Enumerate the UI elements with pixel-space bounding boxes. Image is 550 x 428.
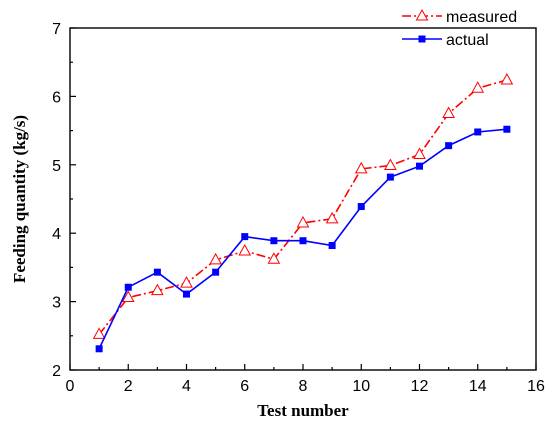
- point-measured: [413, 147, 426, 160]
- point-actual: [474, 128, 482, 136]
- x-tick-label: 4: [182, 378, 191, 395]
- y-tick-label: 3: [52, 295, 61, 312]
- point-measured: [471, 81, 485, 93]
- y-tick-label: 2: [52, 363, 61, 380]
- legend-label-measured: measured: [446, 9, 517, 26]
- point-actual: [124, 283, 132, 291]
- point-measured: [296, 215, 310, 228]
- point-measured: [121, 290, 135, 302]
- series-actual: [95, 125, 511, 353]
- point-actual: [95, 345, 103, 353]
- point-measured: [238, 243, 252, 256]
- legend-marker-measured: [415, 8, 429, 21]
- series-measured: [92, 72, 514, 339]
- point-actual: [270, 237, 278, 245]
- y-axis-ticks: 2 3 4 5 6 7: [52, 21, 76, 380]
- point-actual: [445, 142, 453, 150]
- point-actual: [299, 237, 307, 245]
- x-axis-title: Test number: [257, 401, 349, 420]
- point-measured: [151, 283, 164, 296]
- point-actual: [503, 125, 511, 133]
- point-measured: [442, 106, 455, 118]
- legend-item-actual: actual: [402, 32, 489, 49]
- point-actual: [183, 290, 190, 298]
- y-tick-label: 4: [52, 226, 61, 243]
- point-measured: [500, 72, 514, 85]
- point-actual: [153, 268, 161, 276]
- legend-marker-actual: [418, 35, 426, 43]
- legend-label-actual: actual: [446, 32, 489, 49]
- x-tick-label: 2: [124, 378, 133, 395]
- x-tick-label: 12: [411, 378, 429, 395]
- x-axis-ticks: 0 2 4 6 8 10 12 14 16: [66, 364, 545, 395]
- y-tick-label: 6: [52, 89, 61, 106]
- y-tick-label: 5: [52, 158, 61, 175]
- point-actual: [212, 268, 220, 276]
- y-tick-label: 7: [52, 21, 61, 38]
- series-line-measured: [98, 79, 508, 335]
- series-layer: [92, 72, 514, 353]
- x-tick-label: 6: [240, 378, 249, 395]
- point-actual: [241, 233, 249, 241]
- x-tick-label: 10: [352, 378, 370, 395]
- y-axis-title: Feeding quantity (kg/s): [10, 115, 29, 283]
- point-actual: [357, 203, 365, 211]
- x-tick-label: 8: [299, 378, 308, 395]
- x-tick-label: 14: [469, 378, 487, 395]
- point-measured: [267, 252, 281, 264]
- point-actual: [386, 173, 394, 181]
- point-actual: [416, 162, 423, 170]
- point-measured: [354, 161, 368, 174]
- point-measured: [209, 252, 222, 265]
- point-actual: [328, 242, 336, 250]
- point-measured: [384, 158, 397, 170]
- legend-item-measured: measured: [402, 8, 517, 26]
- point-measured: [92, 327, 106, 339]
- point-measured: [180, 276, 193, 288]
- legend: measured actual: [402, 8, 517, 49]
- x-tick-label: 16: [527, 378, 545, 395]
- x-tick-label: 0: [66, 378, 75, 395]
- point-measured: [325, 211, 339, 224]
- plot-frame: [69, 27, 537, 371]
